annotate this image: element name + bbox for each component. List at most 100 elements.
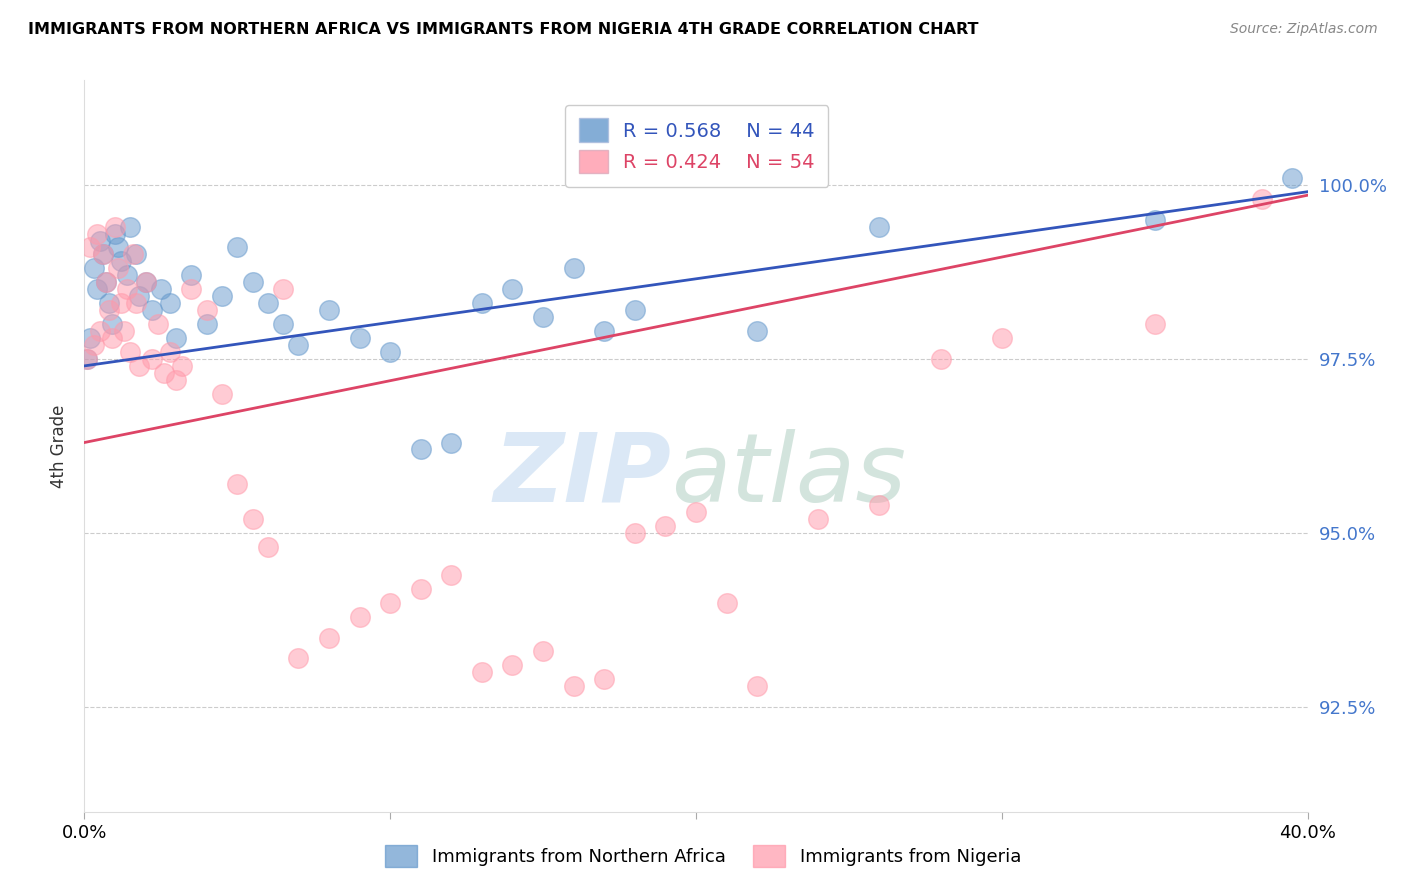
Point [107,240,129,254]
Point [257,540,280,554]
Point [349,331,371,345]
Point [531,310,554,325]
Point [125,247,148,261]
Point [271,317,294,331]
Point [211,289,233,303]
Point [122,247,145,261]
Point [159,296,181,310]
Point [125,296,148,310]
Point [1250,192,1272,206]
Point [79,240,101,254]
Point [97,303,120,318]
Point [349,609,371,624]
Point [91,247,114,261]
Point [685,505,707,519]
Text: ZIP: ZIP [494,429,672,522]
Point [120,345,142,359]
Point [180,282,202,296]
Point [91,247,114,261]
Point [195,303,218,318]
Point [79,331,101,345]
Legend: R = 0.568    N = 44, R = 0.424    N = 54: R = 0.568 N = 44, R = 0.424 N = 54 [565,104,828,187]
Point [94,275,117,289]
Point [120,219,142,234]
Point [562,679,585,693]
Point [242,275,264,289]
Point [716,596,738,610]
Point [807,512,830,526]
Point [104,219,127,234]
Point [654,519,676,533]
Point [180,268,202,283]
Point [531,644,554,658]
Legend: Immigrants from Northern Africa, Immigrants from Nigeria: Immigrants from Northern Africa, Immigra… [378,838,1028,874]
Point [172,359,194,373]
Point [76,351,98,366]
Point [110,254,132,268]
Point [94,275,117,289]
Point [869,498,891,512]
Point [153,366,176,380]
Point [1281,170,1303,185]
Point [929,351,952,366]
Point [104,227,127,241]
Point [83,338,105,352]
Point [128,359,150,373]
Point [76,351,98,366]
Point [101,331,124,345]
Point [101,317,124,331]
Text: IMMIGRANTS FROM NORTHERN AFRICA VS IMMIGRANTS FROM NIGERIA 4TH GRADE CORRELATION: IMMIGRANTS FROM NORTHERN AFRICA VS IMMIG… [28,22,979,37]
Point [1143,212,1166,227]
Point [562,261,585,276]
Point [257,296,280,310]
Point [165,373,187,387]
Point [211,386,233,401]
Point [149,282,172,296]
Point [195,317,218,331]
Point [159,345,181,359]
Point [141,351,163,366]
Point [991,331,1014,345]
Point [1143,317,1166,331]
Point [318,303,340,318]
Point [115,268,138,283]
Point [271,282,294,296]
Point [869,219,891,234]
Point [624,303,647,318]
Point [409,582,432,596]
Y-axis label: 4th Grade: 4th Grade [51,404,69,488]
Point [165,331,187,345]
Point [747,679,769,693]
Point [107,261,129,276]
Point [440,567,463,582]
Point [471,665,494,680]
Point [502,282,524,296]
Point [86,227,108,241]
Point [141,303,163,318]
Point [89,324,111,338]
Point [380,345,402,359]
Point [287,651,309,665]
Point [287,338,309,352]
Point [128,289,150,303]
Point [440,435,463,450]
Point [624,526,647,541]
Point [146,317,169,331]
Point [135,275,157,289]
Point [89,234,111,248]
Point [593,324,616,338]
Point [502,658,524,673]
Point [380,596,402,610]
Point [593,673,616,687]
Point [471,296,494,310]
Point [97,296,120,310]
Point [226,477,249,491]
Point [83,261,105,276]
Text: Source: ZipAtlas.com: Source: ZipAtlas.com [1230,22,1378,37]
Text: atlas: atlas [672,429,907,522]
Point [226,240,249,254]
Point [409,442,432,457]
Point [242,512,264,526]
Point [318,631,340,645]
Point [86,282,108,296]
